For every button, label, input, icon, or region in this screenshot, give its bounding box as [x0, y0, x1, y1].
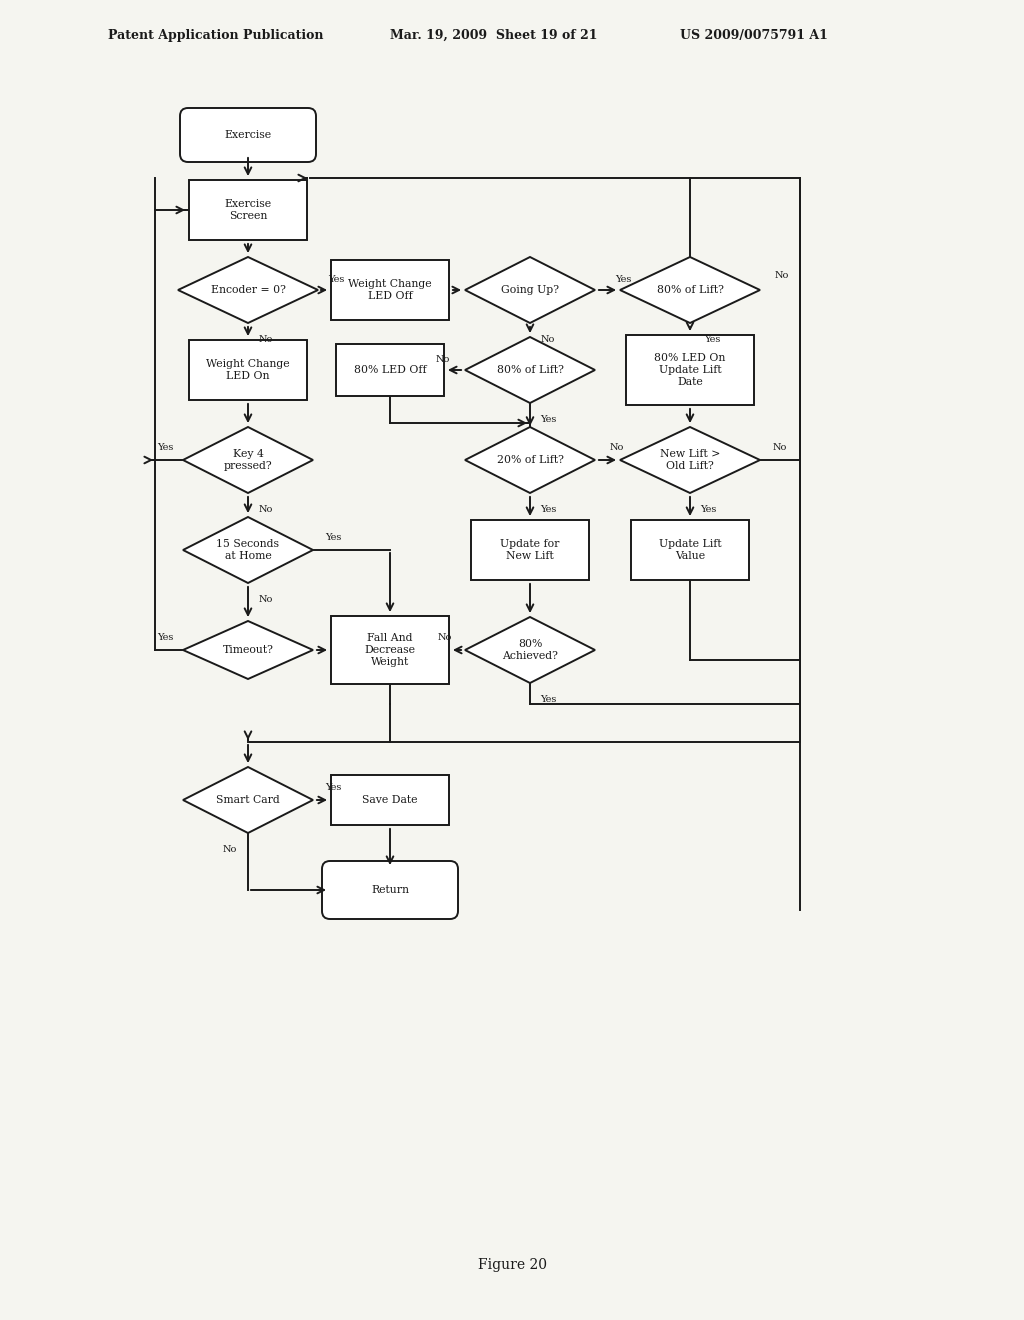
Text: Yes: Yes — [540, 414, 556, 424]
Text: 80%
Achieved?: 80% Achieved? — [502, 639, 558, 661]
Text: Yes: Yes — [325, 784, 341, 792]
Text: 20% of Lift?: 20% of Lift? — [497, 455, 563, 465]
Text: 80% of Lift?: 80% of Lift? — [497, 366, 563, 375]
Bar — [626, 335, 754, 405]
Polygon shape — [620, 257, 760, 323]
Text: No: No — [610, 444, 625, 453]
Text: No: No — [259, 594, 273, 603]
Text: Yes: Yes — [328, 276, 344, 285]
Text: Going Up?: Going Up? — [501, 285, 559, 294]
Bar — [331, 775, 449, 825]
Text: Yes: Yes — [540, 694, 556, 704]
Text: Fall And
Decrease
Weight: Fall And Decrease Weight — [365, 632, 416, 668]
Text: No: No — [438, 634, 453, 643]
Polygon shape — [465, 616, 595, 682]
Text: Update Lift
Value: Update Lift Value — [658, 539, 721, 561]
Text: Yes: Yes — [703, 334, 720, 343]
Bar — [336, 345, 444, 396]
Polygon shape — [465, 426, 595, 492]
FancyBboxPatch shape — [322, 861, 458, 919]
Text: Figure 20: Figure 20 — [477, 1258, 547, 1272]
Text: Patent Application Publication: Patent Application Publication — [108, 29, 324, 41]
Text: Exercise: Exercise — [224, 129, 271, 140]
Text: Smart Card: Smart Card — [216, 795, 280, 805]
Text: Encoder = 0?: Encoder = 0? — [211, 285, 286, 294]
Text: No: No — [436, 355, 451, 364]
Polygon shape — [183, 517, 313, 583]
Bar — [331, 260, 449, 319]
Text: No: No — [259, 334, 273, 343]
Bar — [331, 616, 449, 684]
Text: Yes: Yes — [540, 504, 556, 513]
Text: Return: Return — [371, 884, 409, 895]
Text: No: No — [259, 504, 273, 513]
Text: Yes: Yes — [699, 504, 716, 513]
Text: Save Date: Save Date — [362, 795, 418, 805]
Bar — [631, 520, 749, 579]
Text: 15 Seconds
at Home: 15 Seconds at Home — [216, 539, 280, 561]
Polygon shape — [465, 337, 595, 403]
Text: No: No — [223, 845, 238, 854]
Polygon shape — [183, 620, 313, 678]
Text: 80% LED On
Update Lift
Date: 80% LED On Update Lift Date — [654, 352, 726, 387]
Text: No: No — [775, 272, 790, 281]
Text: No: No — [541, 334, 555, 343]
Text: Yes: Yes — [614, 276, 631, 285]
Text: New Lift >
Old Lift?: New Lift > Old Lift? — [659, 449, 720, 471]
Polygon shape — [465, 257, 595, 323]
Text: Mar. 19, 2009  Sheet 19 of 21: Mar. 19, 2009 Sheet 19 of 21 — [390, 29, 597, 41]
Text: Key 4
pressed?: Key 4 pressed? — [223, 449, 272, 471]
Text: Update for
New Lift: Update for New Lift — [501, 539, 560, 561]
Text: Weight Change
LED On: Weight Change LED On — [206, 359, 290, 381]
Bar — [471, 520, 589, 579]
FancyBboxPatch shape — [180, 108, 316, 162]
Polygon shape — [183, 426, 313, 492]
Polygon shape — [620, 426, 760, 492]
Polygon shape — [178, 257, 318, 323]
Text: Exercise
Screen: Exercise Screen — [224, 199, 271, 222]
Text: No: No — [773, 444, 787, 453]
Polygon shape — [183, 767, 313, 833]
Text: Yes: Yes — [325, 533, 341, 543]
Text: US 2009/0075791 A1: US 2009/0075791 A1 — [680, 29, 827, 41]
Text: Yes: Yes — [157, 444, 173, 453]
Text: 80% of Lift?: 80% of Lift? — [656, 285, 723, 294]
Bar — [189, 180, 307, 240]
Text: Yes: Yes — [157, 634, 173, 643]
Text: Weight Change
LED Off: Weight Change LED Off — [348, 279, 432, 301]
Text: Timeout?: Timeout? — [222, 645, 273, 655]
Bar — [189, 341, 307, 400]
Text: 80% LED Off: 80% LED Off — [353, 366, 426, 375]
